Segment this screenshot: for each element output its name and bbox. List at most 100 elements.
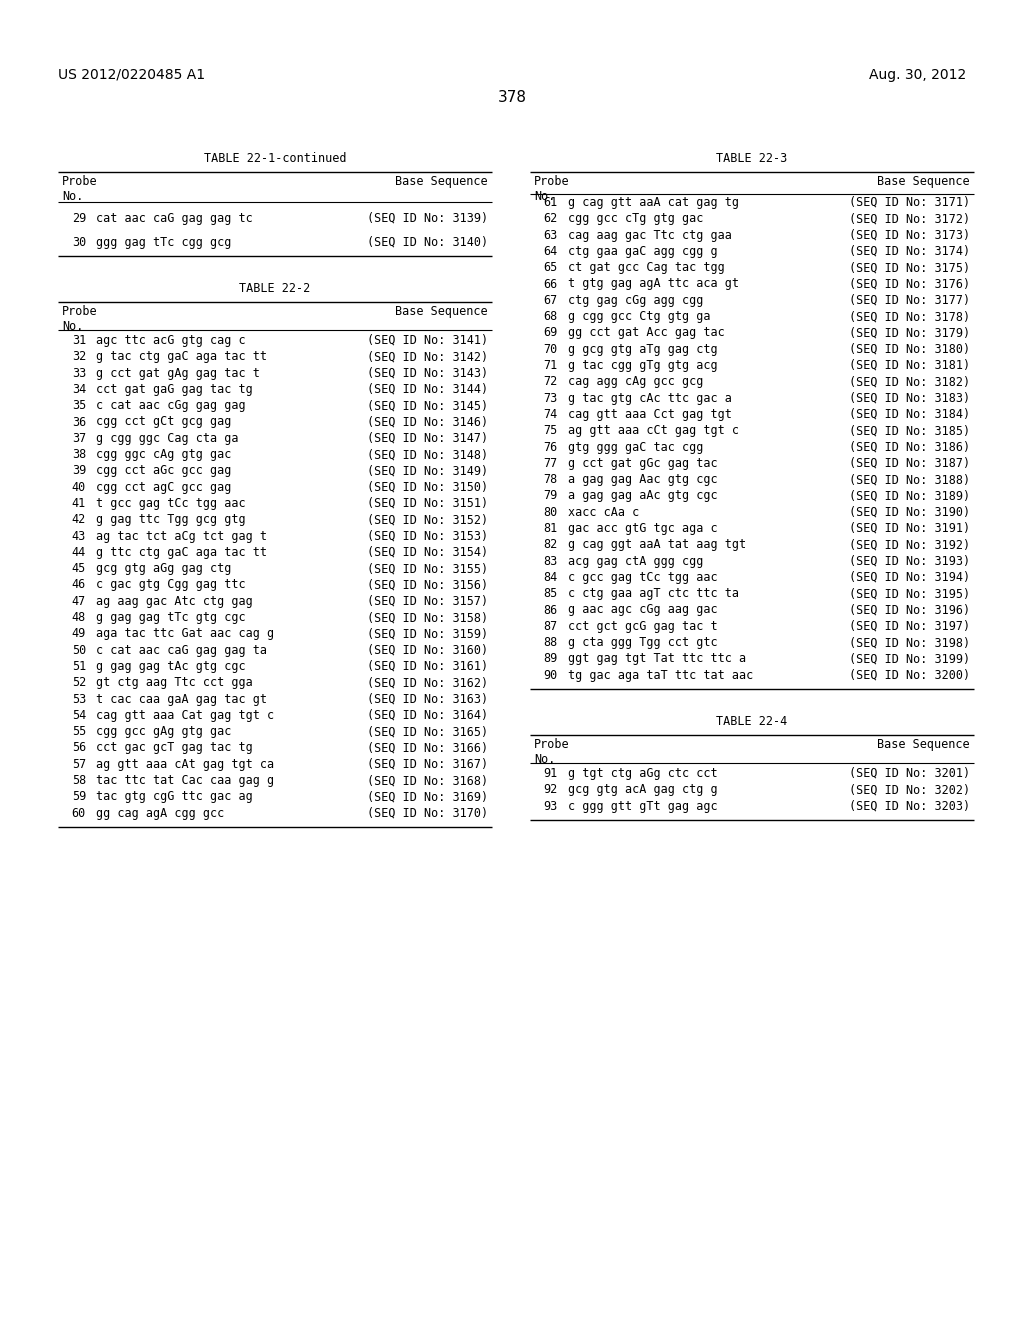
Text: Base Sequence: Base Sequence bbox=[395, 305, 488, 318]
Text: 86: 86 bbox=[544, 603, 558, 616]
Text: g gag gag tTc gtg cgc: g gag gag tTc gtg cgc bbox=[96, 611, 246, 624]
Text: cgg gcc cTg gtg gac: cgg gcc cTg gtg gac bbox=[568, 213, 703, 226]
Text: (SEQ ID No: 3141): (SEQ ID No: 3141) bbox=[367, 334, 488, 347]
Text: 44: 44 bbox=[72, 546, 86, 558]
Text: ag gtt aaa cAt gag tgt ca: ag gtt aaa cAt gag tgt ca bbox=[96, 758, 274, 771]
Text: 43: 43 bbox=[72, 529, 86, 543]
Text: (SEQ ID No: 3151): (SEQ ID No: 3151) bbox=[367, 498, 488, 510]
Text: (SEQ ID No: 3183): (SEQ ID No: 3183) bbox=[849, 392, 970, 405]
Text: 61: 61 bbox=[544, 195, 558, 209]
Text: (SEQ ID No: 3186): (SEQ ID No: 3186) bbox=[849, 441, 970, 454]
Text: c ggg gtt gTt gag agc: c ggg gtt gTt gag agc bbox=[568, 800, 718, 813]
Text: agc ttc acG gtg cag c: agc ttc acG gtg cag c bbox=[96, 334, 246, 347]
Text: Base Sequence: Base Sequence bbox=[395, 176, 488, 187]
Text: ggt gag tgt Tat ttc ttc a: ggt gag tgt Tat ttc ttc a bbox=[568, 652, 746, 665]
Text: g cgg gcc Ctg gtg ga: g cgg gcc Ctg gtg ga bbox=[568, 310, 711, 323]
Text: (SEQ ID No: 3199): (SEQ ID No: 3199) bbox=[849, 652, 970, 665]
Text: (SEQ ID No: 3168): (SEQ ID No: 3168) bbox=[367, 774, 488, 787]
Text: (SEQ ID No: 3148): (SEQ ID No: 3148) bbox=[367, 447, 488, 461]
Text: cct gac gcT gag tac tg: cct gac gcT gag tac tg bbox=[96, 742, 253, 755]
Text: t gcc gag tCc tgg aac: t gcc gag tCc tgg aac bbox=[96, 498, 246, 510]
Text: 34: 34 bbox=[72, 383, 86, 396]
Text: g cct gat gAg gag tac t: g cct gat gAg gag tac t bbox=[96, 367, 260, 380]
Text: g cgg ggc Cag cta ga: g cgg ggc Cag cta ga bbox=[96, 432, 239, 445]
Text: (SEQ ID No: 3140): (SEQ ID No: 3140) bbox=[367, 236, 488, 249]
Text: Probe
No.: Probe No. bbox=[534, 176, 569, 203]
Text: 73: 73 bbox=[544, 392, 558, 405]
Text: (SEQ ID No: 3152): (SEQ ID No: 3152) bbox=[367, 513, 488, 527]
Text: cag aag gac Ttc ctg gaa: cag aag gac Ttc ctg gaa bbox=[568, 228, 732, 242]
Text: g cct gat gGc gag tac: g cct gat gGc gag tac bbox=[568, 457, 718, 470]
Text: 50: 50 bbox=[72, 644, 86, 656]
Text: (SEQ ID No: 3192): (SEQ ID No: 3192) bbox=[849, 539, 970, 552]
Text: 32: 32 bbox=[72, 350, 86, 363]
Text: 72: 72 bbox=[544, 375, 558, 388]
Text: cgg cct aGc gcc gag: cgg cct aGc gcc gag bbox=[96, 465, 231, 478]
Text: c ctg gaa agT ctc ttc ta: c ctg gaa agT ctc ttc ta bbox=[568, 587, 739, 601]
Text: Base Sequence: Base Sequence bbox=[878, 176, 970, 187]
Text: (SEQ ID No: 3154): (SEQ ID No: 3154) bbox=[367, 546, 488, 558]
Text: 91: 91 bbox=[544, 767, 558, 780]
Text: (SEQ ID No: 3157): (SEQ ID No: 3157) bbox=[367, 595, 488, 607]
Text: 31: 31 bbox=[72, 334, 86, 347]
Text: (SEQ ID No: 3201): (SEQ ID No: 3201) bbox=[849, 767, 970, 780]
Text: 38: 38 bbox=[72, 447, 86, 461]
Text: Aug. 30, 2012: Aug. 30, 2012 bbox=[868, 69, 966, 82]
Text: (SEQ ID No: 3143): (SEQ ID No: 3143) bbox=[367, 367, 488, 380]
Text: 64: 64 bbox=[544, 246, 558, 257]
Text: g gag ttc Tgg gcg gtg: g gag ttc Tgg gcg gtg bbox=[96, 513, 246, 527]
Text: ag gtt aaa cCt gag tgt c: ag gtt aaa cCt gag tgt c bbox=[568, 424, 739, 437]
Text: gg cag agA cgg gcc: gg cag agA cgg gcc bbox=[96, 807, 224, 820]
Text: 47: 47 bbox=[72, 595, 86, 607]
Text: c gac gtg Cgg gag ttc: c gac gtg Cgg gag ttc bbox=[96, 578, 246, 591]
Text: gt ctg aag Ttc cct gga: gt ctg aag Ttc cct gga bbox=[96, 676, 253, 689]
Text: (SEQ ID No: 3145): (SEQ ID No: 3145) bbox=[367, 399, 488, 412]
Text: ctg gaa gaC agg cgg g: ctg gaa gaC agg cgg g bbox=[568, 246, 718, 257]
Text: c gcc gag tCc tgg aac: c gcc gag tCc tgg aac bbox=[568, 572, 718, 583]
Text: TABLE 22-1-continued: TABLE 22-1-continued bbox=[204, 152, 346, 165]
Text: (SEQ ID No: 3202): (SEQ ID No: 3202) bbox=[849, 783, 970, 796]
Text: 46: 46 bbox=[72, 578, 86, 591]
Text: gcg gtg aGg gag ctg: gcg gtg aGg gag ctg bbox=[96, 562, 231, 576]
Text: 69: 69 bbox=[544, 326, 558, 339]
Text: g cag ggt aaA tat aag tgt: g cag ggt aaA tat aag tgt bbox=[568, 539, 746, 552]
Text: 83: 83 bbox=[544, 554, 558, 568]
Text: 82: 82 bbox=[544, 539, 558, 552]
Text: TABLE 22-2: TABLE 22-2 bbox=[240, 282, 310, 294]
Text: tg gac aga taT ttc tat aac: tg gac aga taT ttc tat aac bbox=[568, 669, 754, 681]
Text: (SEQ ID No: 3164): (SEQ ID No: 3164) bbox=[367, 709, 488, 722]
Text: Probe
No.: Probe No. bbox=[62, 305, 97, 333]
Text: 48: 48 bbox=[72, 611, 86, 624]
Text: 68: 68 bbox=[544, 310, 558, 323]
Text: (SEQ ID No: 3166): (SEQ ID No: 3166) bbox=[367, 742, 488, 755]
Text: Probe
No.: Probe No. bbox=[534, 738, 569, 766]
Text: (SEQ ID No: 3178): (SEQ ID No: 3178) bbox=[849, 310, 970, 323]
Text: US 2012/0220485 A1: US 2012/0220485 A1 bbox=[58, 69, 205, 82]
Text: ggg gag tTc cgg gcg: ggg gag tTc cgg gcg bbox=[96, 236, 231, 249]
Text: 71: 71 bbox=[544, 359, 558, 372]
Text: 65: 65 bbox=[544, 261, 558, 275]
Text: 58: 58 bbox=[72, 774, 86, 787]
Text: ag tac tct aCg tct gag t: ag tac tct aCg tct gag t bbox=[96, 529, 267, 543]
Text: (SEQ ID No: 3159): (SEQ ID No: 3159) bbox=[367, 627, 488, 640]
Text: (SEQ ID No: 3170): (SEQ ID No: 3170) bbox=[367, 807, 488, 820]
Text: (SEQ ID No: 3187): (SEQ ID No: 3187) bbox=[849, 457, 970, 470]
Text: (SEQ ID No: 3174): (SEQ ID No: 3174) bbox=[849, 246, 970, 257]
Text: acg gag ctA ggg cgg: acg gag ctA ggg cgg bbox=[568, 554, 703, 568]
Text: (SEQ ID No: 3139): (SEQ ID No: 3139) bbox=[367, 213, 488, 224]
Text: 30: 30 bbox=[72, 236, 86, 249]
Text: gac acc gtG tgc aga c: gac acc gtG tgc aga c bbox=[568, 521, 718, 535]
Text: a gag gag aAc gtg cgc: a gag gag aAc gtg cgc bbox=[568, 490, 718, 503]
Text: 90: 90 bbox=[544, 669, 558, 681]
Text: 54: 54 bbox=[72, 709, 86, 722]
Text: cat aac caG gag gag tc: cat aac caG gag gag tc bbox=[96, 213, 253, 224]
Text: (SEQ ID No: 3161): (SEQ ID No: 3161) bbox=[367, 660, 488, 673]
Text: (SEQ ID No: 3163): (SEQ ID No: 3163) bbox=[367, 693, 488, 706]
Text: (SEQ ID No: 3177): (SEQ ID No: 3177) bbox=[849, 294, 970, 306]
Text: 81: 81 bbox=[544, 521, 558, 535]
Text: (SEQ ID No: 3169): (SEQ ID No: 3169) bbox=[367, 791, 488, 804]
Text: 66: 66 bbox=[544, 277, 558, 290]
Text: Probe
No.: Probe No. bbox=[62, 176, 97, 203]
Text: 40: 40 bbox=[72, 480, 86, 494]
Text: (SEQ ID No: 3197): (SEQ ID No: 3197) bbox=[849, 620, 970, 632]
